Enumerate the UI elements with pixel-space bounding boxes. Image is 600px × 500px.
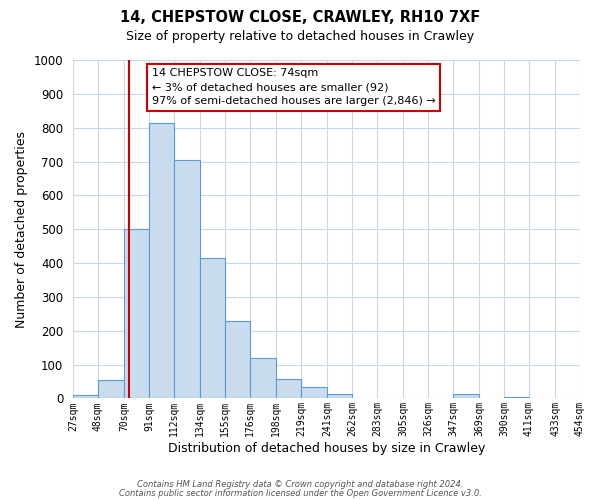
Bar — [225, 320, 250, 398]
Text: Contains HM Land Registry data © Crown copyright and database right 2024.: Contains HM Land Registry data © Crown c… — [137, 480, 463, 489]
Text: Size of property relative to detached houses in Crawley: Size of property relative to detached ho… — [126, 30, 474, 43]
Bar — [98, 380, 124, 398]
Bar — [200, 258, 225, 398]
Text: 14 CHEPSTOW CLOSE: 74sqm
← 3% of detached houses are smaller (92)
97% of semi-de: 14 CHEPSTOW CLOSE: 74sqm ← 3% of detache… — [152, 68, 435, 106]
Bar — [250, 358, 276, 399]
Text: Contains public sector information licensed under the Open Government Licence v3: Contains public sector information licen… — [119, 488, 481, 498]
Y-axis label: Number of detached properties: Number of detached properties — [15, 130, 28, 328]
Bar — [174, 160, 200, 398]
Bar — [327, 394, 352, 398]
Bar — [73, 395, 98, 398]
X-axis label: Distribution of detached houses by size in Crawley: Distribution of detached houses by size … — [168, 442, 485, 455]
Bar — [301, 386, 327, 398]
Bar — [453, 394, 479, 398]
Bar — [504, 396, 529, 398]
Bar — [149, 122, 174, 398]
Bar — [124, 229, 149, 398]
Text: 14, CHEPSTOW CLOSE, CRAWLEY, RH10 7XF: 14, CHEPSTOW CLOSE, CRAWLEY, RH10 7XF — [120, 10, 480, 25]
Bar — [276, 379, 301, 398]
